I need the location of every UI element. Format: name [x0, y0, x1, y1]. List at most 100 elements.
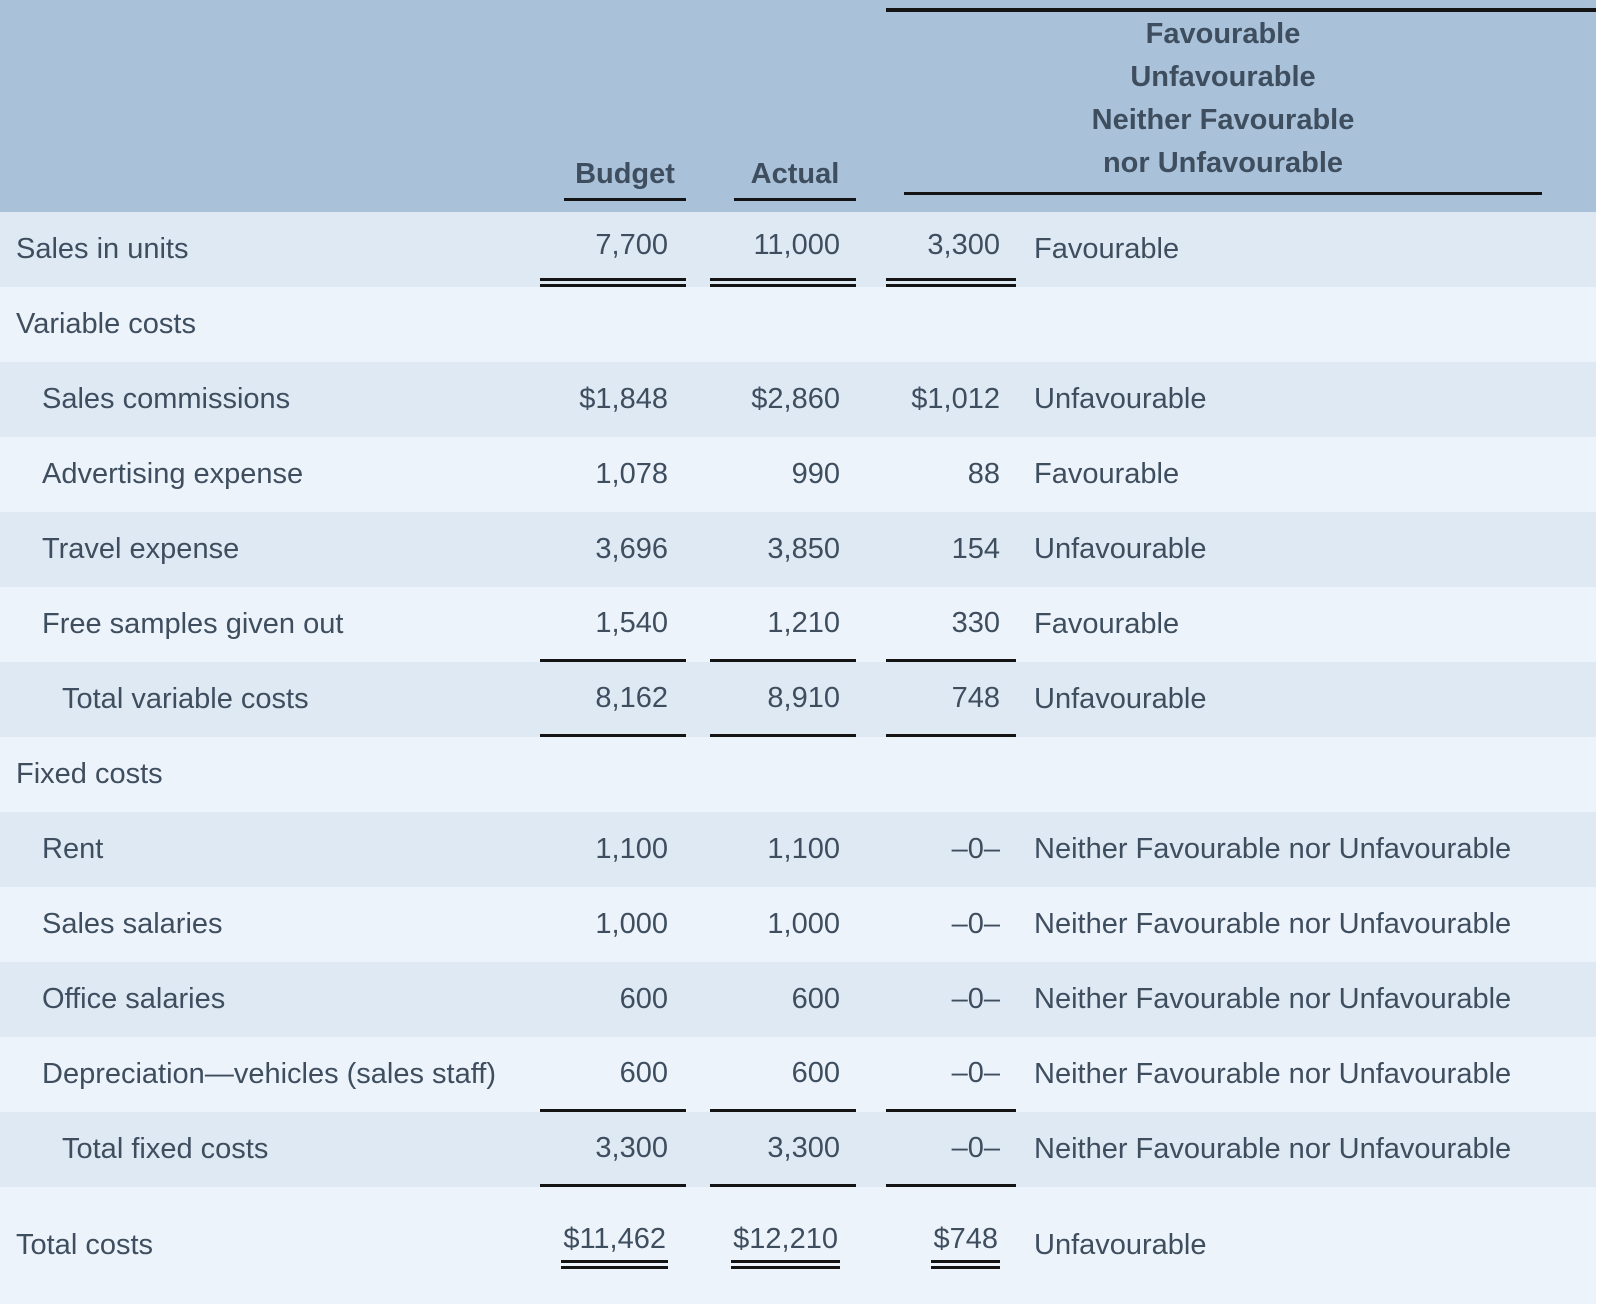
row-depreciation-vehicles: Depreciation—vehicles (sales staff) 600 … — [0, 1037, 1596, 1112]
column-gap — [856, 662, 886, 737]
column-gap — [856, 287, 886, 362]
variance-header-lines: Favourable Unfavourable Neither Favourab… — [904, 12, 1542, 195]
variance-descriptor: Favourable — [1034, 608, 1180, 640]
budget-value: $1,848 — [579, 383, 668, 415]
variance-descriptor: Unfavourable — [1034, 1229, 1207, 1261]
actual-value: 1,210 — [710, 587, 856, 662]
budget-value: 7,700 — [540, 212, 686, 287]
row-label: Office salaries — [42, 983, 226, 1015]
row-label: Free samples given out — [42, 608, 344, 640]
column-gap — [856, 362, 886, 437]
actual-value: 8,910 — [710, 662, 856, 737]
row-rent: Rent 1,100 1,100 –0– Neither Favourable … — [0, 812, 1596, 887]
row-label: Sales in units — [16, 233, 189, 265]
row-travel-expense: Travel expense 3,696 3,850 154 Unfavoura… — [0, 512, 1596, 587]
variance-value — [886, 287, 1016, 362]
section-label: Variable costs — [16, 308, 196, 340]
actual-value: 1,100 — [767, 833, 840, 865]
row-label: Sales commissions — [42, 383, 291, 415]
variance-descriptor: Neither Favourable nor Unfavourable — [1034, 1133, 1512, 1165]
column-gap — [686, 587, 710, 662]
column-gap — [856, 212, 886, 287]
actual-value: $2,860 — [751, 383, 840, 415]
actual-value: 990 — [791, 458, 840, 490]
budget-value: 3,300 — [540, 1112, 686, 1187]
row-label: Total costs — [16, 1229, 153, 1261]
budget-value: 3,696 — [595, 533, 668, 565]
variance-descriptor: Favourable — [1034, 233, 1180, 265]
column-gap — [856, 737, 886, 812]
column-gap — [686, 962, 710, 1037]
budget-value: 600 — [619, 983, 668, 1015]
column-gap — [686, 812, 710, 887]
column-gap — [686, 887, 710, 962]
actual-value — [710, 737, 856, 812]
section-label: Fixed costs — [16, 758, 163, 790]
row-sales-commissions: Sales commissions $1,848 $2,860 $1,012 U… — [0, 362, 1596, 437]
variance-value: –0– — [886, 1112, 1016, 1187]
row-sales-salaries: Sales salaries 1,000 1,000 –0– Neither F… — [0, 887, 1596, 962]
column-gap — [686, 1037, 710, 1112]
actual-value: 600 — [710, 1037, 856, 1112]
actual-value: $12,210 — [710, 1187, 856, 1304]
row-total-fixed-costs: Total fixed costs 3,300 3,300 –0– Neithe… — [0, 1112, 1596, 1187]
actual-value — [710, 287, 856, 362]
column-gap — [686, 437, 710, 512]
column-gap — [856, 1112, 886, 1187]
column-gap — [856, 587, 886, 662]
variance-descriptor: Unfavourable — [1034, 533, 1207, 565]
actual-column-header: Actual — [734, 158, 856, 201]
variance-value: 330 — [886, 587, 1016, 662]
column-gap — [856, 962, 886, 1037]
variance-value: $1,012 — [911, 383, 1000, 415]
budget-value: $11,462 — [540, 1187, 686, 1304]
variance-descriptor: Neither Favourable nor Unfavourable — [1034, 1058, 1512, 1090]
row-label: Rent — [42, 833, 104, 865]
budget-value: 1,078 — [595, 458, 668, 490]
column-gap — [686, 512, 710, 587]
variance-descriptor: Neither Favourable nor Unfavourable — [1034, 908, 1512, 940]
label-column-header-spacer — [0, 0, 540, 212]
budget-value: 1,540 — [540, 587, 686, 662]
row-fixed-costs-section: Fixed costs — [0, 737, 1596, 812]
column-gap — [856, 812, 886, 887]
row-sales-in-units: Sales in units 7,700 11,000 3,300 Favour… — [0, 212, 1596, 287]
variance-value — [886, 737, 1016, 812]
column-gap — [856, 1187, 886, 1304]
column-gap — [686, 287, 710, 362]
column-gap — [686, 0, 710, 212]
column-gap — [686, 1187, 710, 1304]
variance-value: –0– — [951, 983, 1000, 1015]
column-gap — [856, 512, 886, 587]
row-free-samples: Free samples given out 1,540 1,210 330 F… — [0, 587, 1596, 662]
column-gap — [686, 362, 710, 437]
actual-value: 1,000 — [767, 908, 840, 940]
budget-value-text: $11,462 — [561, 1223, 668, 1269]
variance-descriptor — [1016, 287, 1596, 362]
variance-descriptor: Favourable — [1034, 458, 1180, 490]
budget-value: 8,162 — [540, 662, 686, 737]
budget-column-header-cell: Budget — [540, 0, 686, 212]
actual-value-text: $12,210 — [731, 1223, 840, 1269]
variance-descriptor: Unfavourable — [1034, 383, 1207, 415]
column-gap — [686, 662, 710, 737]
column-gap — [856, 0, 886, 212]
variance-header-line: Unfavourable — [1130, 61, 1316, 93]
variance-column-group-header: Favourable Unfavourable Neither Favourab… — [886, 8, 1596, 212]
variance-descriptor — [1016, 737, 1596, 812]
column-gap — [686, 212, 710, 287]
budget-value — [540, 287, 686, 362]
variance-header-line: nor Unfavourable — [1102, 147, 1344, 179]
row-total-costs: Total costs $11,462 $12,210 $748 Unfavou… — [0, 1187, 1596, 1304]
column-gap — [686, 737, 710, 812]
budget-value — [540, 737, 686, 812]
variance-descriptor: Unfavourable — [1034, 683, 1207, 715]
row-label: Total fixed costs — [62, 1133, 269, 1165]
variance-descriptor: Neither Favourable nor Unfavourable — [1034, 983, 1512, 1015]
actual-value: 11,000 — [710, 212, 856, 287]
budget-value: 1,000 — [595, 908, 668, 940]
actual-value: 600 — [791, 983, 840, 1015]
variance-header-line: Favourable — [1145, 18, 1301, 50]
variance-value: –0– — [886, 1037, 1016, 1112]
budget-value: 1,100 — [595, 833, 668, 865]
